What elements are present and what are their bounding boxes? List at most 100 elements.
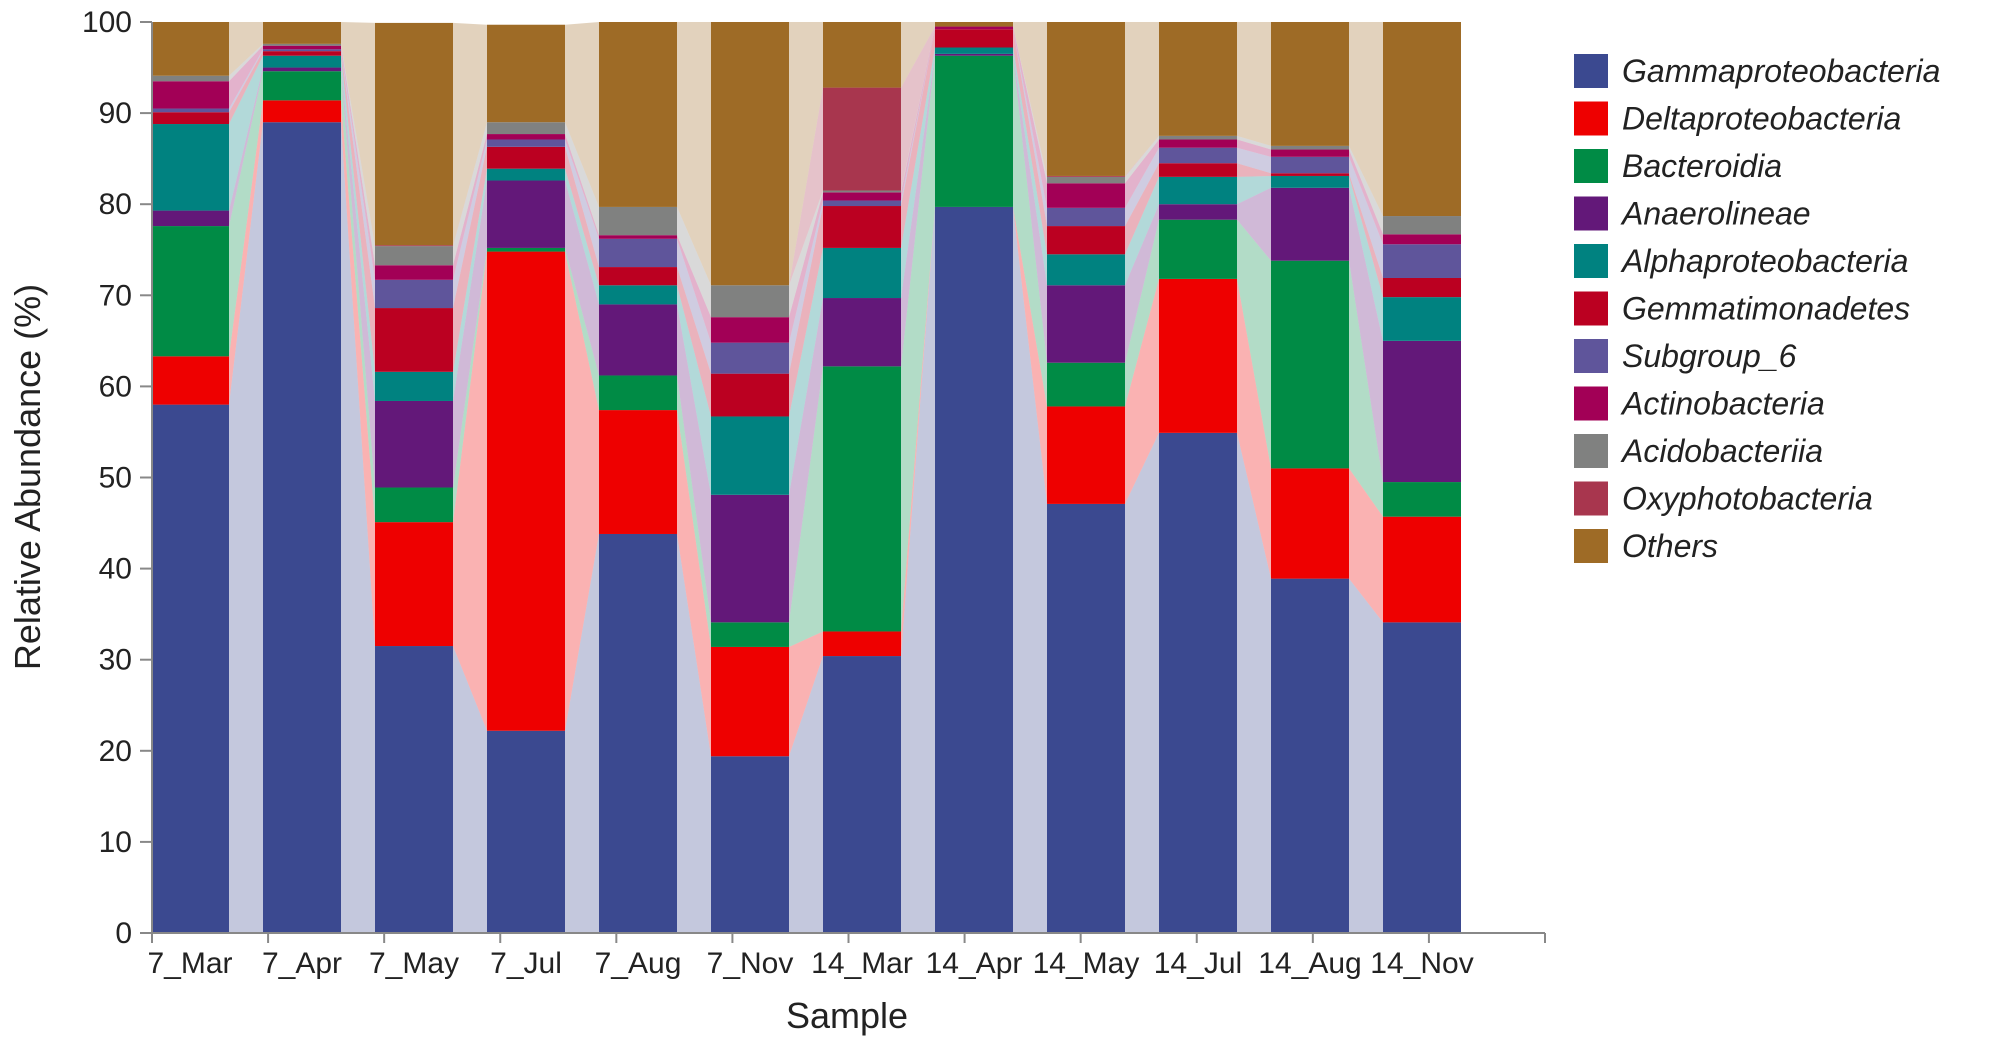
flow-band-alphaproteobacteria-8 [1013, 47, 1047, 286]
flow-band-acidobacteriia-6 [789, 190, 823, 318]
bar-segment-7-jul-anaerolineae [487, 180, 565, 248]
bar-segment-14-jul-gammaproteobacteria [1159, 432, 1237, 933]
legend-swatch [1574, 339, 1608, 373]
flow-band-actinobacteria-11 [1349, 149, 1383, 245]
bar-segment-14-may-gammaproteobacteria [1047, 503, 1125, 933]
bar-segment-7-apr-anaerolineae [263, 67, 341, 72]
flow-band-bacteroidia-1 [229, 71, 263, 357]
flow-band-others-2 [341, 22, 375, 246]
flow-band-anaerolineae-7 [901, 53, 935, 367]
bar-stacks [151, 22, 1461, 934]
flow-band-alphaproteobacteria-3 [453, 168, 487, 401]
flow-band-acidobacteriia-9 [1125, 135, 1159, 184]
bar-segment-7-mar-others [151, 22, 229, 76]
flow-band-alphaproteobacteria-5 [677, 285, 711, 495]
bar-segment-7-aug-gammaproteobacteria [599, 533, 677, 933]
bar-segment-14-apr-others [935, 22, 1013, 27]
bar-segment-14-mar-others [823, 22, 901, 88]
legend-label: Deltaproteobacteria [1622, 101, 1901, 137]
flow-band-alphaproteobacteria-2 [341, 55, 375, 401]
bar-segment-14-jul-gemmatimonadetes [1159, 163, 1237, 177]
flow-band-alphaproteobacteria-7 [901, 47, 935, 299]
bar-segment-14-mar-anaerolineae [823, 298, 901, 367]
flow-band-gammaproteobacteria-7 [901, 206, 935, 934]
y-ticks: 0 10 20 30 40 50 60 70 80 90 100 [82, 6, 152, 950]
flow-band-acidobacteriia-10 [1237, 135, 1271, 150]
y-tick-label: 70 [99, 279, 132, 312]
flow-band-deltaproteobacteria-11 [1349, 468, 1383, 623]
flow-band-subgroup-6-11 [1349, 156, 1383, 278]
bar-segment-14-apr-bacteroidia [935, 55, 1013, 207]
legend-item-others: Others [1574, 528, 1718, 564]
flow-band-deltaproteobacteria-3 [453, 251, 487, 731]
legend-item-gemmatimonadetes: Gemmatimonadetes [1574, 291, 1910, 327]
flow-band-anaerolineae-5 [677, 304, 711, 623]
flow-band-gammaproteobacteria-5 [677, 533, 711, 933]
bar-segment-7-mar-acidobacteriia [151, 75, 229, 82]
legend-label: Gammaproteobacteria [1622, 53, 1940, 89]
bar-segment-7-apr-acidobacteriia [263, 43, 341, 46]
bar-segment-14-jul-anaerolineae [1159, 204, 1237, 220]
x-tick-label-7-aug: 7_Aug [595, 947, 682, 980]
flow-band-actinobacteria-10 [1237, 139, 1271, 157]
x-axis-title: Sample [786, 995, 908, 1036]
legend-label: Oxyphotobacteria [1622, 481, 1873, 517]
bar-segment-14-mar-gammaproteobacteria [823, 656, 901, 933]
y-tick-label: 20 [99, 735, 132, 768]
y-tick-label: 40 [99, 553, 132, 586]
x-tick-label-7-jul: 7_Jul [490, 947, 562, 980]
legend-label: Alphaproteobacteria [1620, 243, 1908, 279]
flow-band-oxyphotobacteria-4 [565, 122, 599, 207]
flow-band-anaerolineae-8 [1013, 53, 1047, 363]
flow-band-actinobacteria-6 [789, 192, 823, 343]
legend-swatch [1574, 196, 1608, 231]
flow-band-gammaproteobacteria-8 [1013, 206, 1047, 934]
bar-segment-14-may-oxyphotobacteria [1047, 175, 1125, 177]
bar-segment-14-may-subgroup-6 [1047, 207, 1125, 227]
flow-band-oxyphotobacteria-9 [1125, 135, 1159, 177]
bar-segment-14-aug-alphaproteobacteria [1271, 175, 1349, 188]
bar-segment-7-jul-bacteroidia [487, 247, 565, 252]
flow-band-subgroup-6-9 [1125, 147, 1159, 227]
flow-band-subgroup-6-5 [677, 238, 711, 374]
flow-band-others-3 [453, 22, 487, 246]
flow-band-others-10 [1237, 22, 1271, 146]
bar-segment-7-may-gemmatimonadetes [375, 308, 453, 372]
bar-segment-7-mar-anaerolineae [151, 210, 229, 227]
bar-segment-14-mar-subgroup-6 [823, 200, 901, 207]
flow-band-anaerolineae-9 [1125, 204, 1159, 363]
flow-band-deltaproteobacteria-1 [229, 100, 263, 405]
bar-segment-7-apr-gammaproteobacteria [263, 122, 341, 933]
bar-segment-14-nov-bacteroidia [1383, 482, 1461, 517]
flow-band-bacteroidia-7 [901, 55, 935, 632]
flow-band-gemmatimonadetes-7 [901, 29, 935, 248]
flow-band-actinobacteria-1 [229, 45, 263, 109]
bar-segment-14-apr-alphaproteobacteria [935, 47, 1013, 54]
x-ticks: 7_Mar 7_Apr 7_May 7_Jul 7_Aug 7_Nov 14_Mar 14_A… [147, 933, 1546, 980]
bar-segment-7-aug-actinobacteria [599, 235, 677, 239]
legend-item-oxyphotobacteria: Oxyphotobacteria [1574, 481, 1873, 517]
x-tick-label-7-apr: 7_Apr [262, 947, 342, 980]
bar-segment-14-mar-gemmatimonadetes [823, 206, 901, 248]
bar-segment-14-mar-oxyphotobacteria [823, 87, 901, 191]
bar-segment-14-may-anaerolineae [1047, 285, 1125, 363]
flow-band-gemmatimonadetes-5 [677, 267, 711, 417]
flow-band-subgroup-6-7 [901, 29, 935, 207]
flow-band-gammaproteobacteria-2 [341, 122, 375, 933]
y-tick-label: 90 [99, 97, 132, 130]
bar-segment-14-nov-alphaproteobacteria [1383, 297, 1461, 341]
flow-band-bacteroidia-9 [1125, 219, 1159, 407]
bar-segment-7-nov-alphaproteobacteria [711, 416, 789, 495]
bar-segment-14-apr-anaerolineae [935, 53, 1013, 56]
bar-segment-7-aug-anaerolineae [599, 304, 677, 376]
flow-band-gammaproteobacteria-11 [1349, 578, 1383, 933]
flow-band-gammaproteobacteria-6 [789, 656, 823, 933]
bar-segment-7-apr-others [263, 22, 341, 44]
flow-band-gammaproteobacteria-10 [1237, 432, 1271, 933]
bar-segment-14-aug-others [1271, 22, 1349, 146]
bar-segment-7-apr-actinobacteria [263, 45, 341, 50]
bar-segment-14-apr-actinobacteria [935, 26, 1013, 30]
x-tick-label-14-may: 14_May [1033, 947, 1140, 980]
y-tick-label: 80 [99, 188, 132, 221]
